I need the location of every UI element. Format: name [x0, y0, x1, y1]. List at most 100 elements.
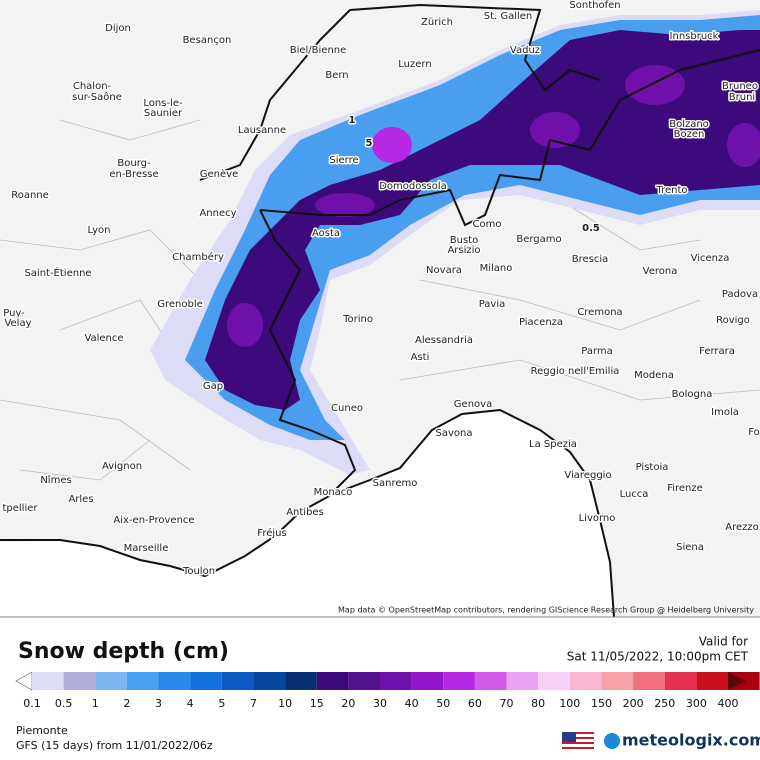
- legend-label: 20: [341, 697, 355, 710]
- legend-label: 7: [250, 697, 257, 710]
- brand-logo: [604, 733, 620, 749]
- legend-label: 2: [123, 697, 130, 710]
- city-label: sur-Saône: [72, 91, 122, 103]
- city-label: Bozen: [674, 129, 705, 140]
- city-label: Dijon: [105, 23, 131, 34]
- city-label: Roanne: [11, 190, 49, 201]
- legend-label: 1: [92, 697, 99, 710]
- city-label: Lyon: [87, 225, 110, 236]
- city-label: Sierre: [329, 155, 358, 166]
- legend-swatch: [158, 672, 191, 690]
- legend-label: 400: [718, 697, 739, 710]
- city-label: Pistoia: [636, 462, 669, 473]
- legend-label: 5: [218, 697, 225, 710]
- legend-label: 150: [591, 697, 612, 710]
- legend-swatch: [63, 672, 96, 690]
- legend-swatch: [506, 672, 539, 690]
- city-label: Asti: [411, 352, 430, 363]
- city-label: Aix-en-Provence: [113, 515, 194, 526]
- city-label: Vaduz: [510, 45, 540, 56]
- brand[interactable]: meteologix.com: [622, 731, 760, 750]
- city-label: Zürich: [421, 17, 453, 28]
- city-label: Lucca: [620, 489, 649, 500]
- regions: [0, 119, 760, 481]
- city-label: Besançon: [183, 35, 232, 46]
- borders: [0, 3, 760, 618]
- legend-swatch: [664, 672, 697, 690]
- city-label: Aosta: [312, 228, 340, 239]
- city-label: Grenoble: [157, 299, 203, 310]
- city-label: Arsizio: [447, 245, 480, 256]
- city-label: Modena: [634, 370, 674, 381]
- legend-arrow: [15, 671, 33, 691]
- city-label: Luzern: [398, 59, 431, 70]
- legend-swatch: [633, 672, 665, 690]
- city-label: Pavia: [479, 299, 506, 310]
- model-run: GFS (15 days) from 11/01/2022/06z: [16, 739, 213, 752]
- legend-label: 3: [155, 697, 162, 710]
- legend-swatch: [253, 672, 286, 690]
- legend-label: 200: [623, 697, 644, 710]
- legend-label: 250: [654, 697, 675, 710]
- legend-swatch: [126, 672, 159, 690]
- city-label: Arezzo: [725, 522, 759, 533]
- city-label: Siena: [676, 542, 704, 553]
- legend-swatch: [474, 672, 507, 690]
- city-label: St. Gallen: [484, 11, 533, 22]
- city-label: Bolzano: [669, 119, 709, 130]
- legend-swatch: [221, 672, 254, 690]
- city-label: Cuneo: [331, 403, 363, 414]
- sea: [0, 410, 616, 617]
- city-label: Bourg-: [117, 158, 151, 169]
- contour-label: 1: [349, 115, 356, 126]
- city-label: Viareggio: [564, 470, 611, 481]
- city-label: Lausanne: [238, 125, 286, 136]
- city-label: Vicenza: [691, 253, 730, 264]
- city-label: Bergamo: [516, 234, 561, 245]
- city-label: Lons-le-: [143, 98, 183, 109]
- legend-title: Snow depth (cm): [18, 639, 229, 664]
- city-label: Imola: [711, 407, 739, 418]
- legend-label: 60: [468, 697, 482, 710]
- legend-label: 15: [310, 697, 324, 710]
- city-label: Gap: [203, 381, 223, 392]
- us-flag: [562, 732, 594, 750]
- legend-label: 30: [373, 697, 387, 710]
- legend-swatch: [411, 672, 444, 690]
- city-label: Velay: [4, 318, 31, 329]
- valid-label: Valid for: [699, 635, 748, 649]
- city-label: Chalon-: [73, 81, 112, 92]
- contour-label: 5: [366, 138, 373, 149]
- city-label: Annecy: [199, 208, 236, 219]
- legend-swatch: [538, 672, 570, 690]
- attribution: Map data © OpenStreetMap contributors, r…: [338, 606, 754, 615]
- legend-label: 0.1: [23, 697, 41, 710]
- city-label: Fo: [748, 427, 760, 438]
- city-label: Avignon: [102, 461, 142, 472]
- city-label: Busto: [450, 235, 478, 246]
- city-label: Como: [473, 219, 502, 230]
- city-label: Biel/Bienne: [290, 45, 347, 56]
- city-label: Domodossola: [379, 181, 447, 192]
- city-label: Fréjus: [257, 527, 286, 539]
- city-label: Genève: [200, 168, 238, 180]
- legend-label: 100: [559, 697, 580, 710]
- legend-arrow: [728, 672, 746, 690]
- city-label: Novara: [426, 265, 462, 276]
- contour-label: 0.5: [582, 223, 600, 234]
- city-label: Puy-: [3, 308, 25, 319]
- city-label: Toulon: [182, 566, 215, 577]
- city-label: Ferrara: [699, 346, 735, 357]
- city-label: Bern: [325, 70, 348, 81]
- legend-label: 4: [187, 697, 194, 710]
- city-label: Marseille: [124, 543, 169, 554]
- city-label: Antibes: [286, 507, 324, 518]
- legend-swatch: [443, 672, 475, 690]
- city-label: Sanremo: [373, 478, 418, 489]
- city-label: Rovigo: [716, 315, 750, 326]
- city-label: La Spezia: [529, 439, 577, 450]
- color-legend: 0.1 0.5 1 2 3 4 5 7 10 15 20 30 40 50 60 70 80 100 150 200 2…: [15, 671, 760, 710]
- city-label: Nîmes: [40, 474, 71, 486]
